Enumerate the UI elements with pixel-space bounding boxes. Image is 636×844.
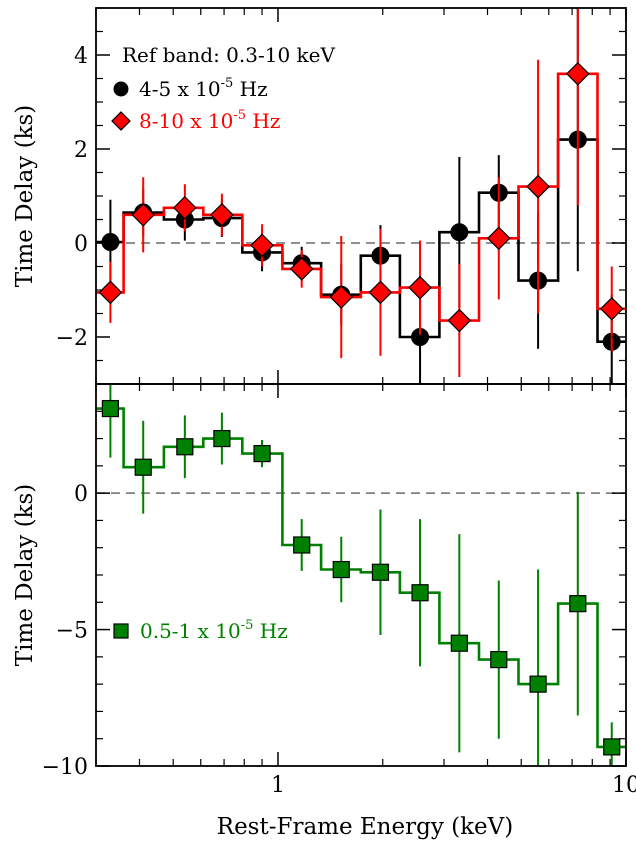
legend-label: 8-10 x 10-5 Hz	[139, 108, 280, 133]
data-point	[210, 202, 234, 227]
data-point	[529, 675, 547, 693]
data-point	[253, 444, 271, 463]
data-point	[293, 536, 311, 554]
legend-marker	[113, 81, 129, 97]
legend-label-base: 4-5 x 10	[139, 77, 221, 101]
bottom-panel: −10 −5 0 1 10 Time Delay (ks) 0.5-1 x 10-5 Hz	[12, 383, 636, 798]
data-point	[450, 223, 469, 242]
legend-label-base: 8-10 x 10	[139, 109, 233, 133]
legend-label-unit: Hz	[246, 109, 280, 133]
data-point	[599, 296, 624, 321]
plot-frame	[95, 383, 627, 767]
data-point	[134, 458, 152, 476]
data-point	[569, 595, 587, 613]
x-tick-label: 1	[271, 773, 285, 798]
legend-marker	[111, 111, 131, 131]
legend-label-exponent: -5	[233, 108, 246, 123]
legend-label: 4-5 x 10-5 Hz	[139, 76, 268, 101]
data-point	[411, 584, 429, 602]
x-tick-label: 10	[612, 773, 636, 798]
series-1	[96, 384, 626, 766]
data-point	[172, 195, 197, 220]
data-point	[332, 560, 350, 579]
data-point	[329, 285, 354, 309]
series-2	[96, 8, 626, 377]
data-point	[490, 650, 508, 669]
data-point	[101, 233, 120, 252]
data-point	[450, 634, 468, 652]
data-point	[289, 257, 314, 281]
legend-label-unit: Hz	[233, 77, 267, 101]
data-point	[176, 438, 194, 456]
data-point	[213, 429, 231, 448]
data-point	[447, 308, 472, 333]
data-point	[371, 563, 390, 581]
data-point	[368, 280, 393, 305]
data-point	[526, 174, 550, 199]
data-point	[131, 202, 156, 227]
y-tick-label: −10	[42, 755, 88, 780]
legend-label-exponent: -5	[241, 618, 254, 633]
step-line	[96, 407, 626, 749]
y-tick-label: 2	[74, 138, 88, 163]
y-axis-title: Time Delay (ks)	[12, 484, 38, 667]
data-point	[101, 399, 120, 418]
y-axis-title: Time Delay (ks)	[12, 105, 38, 288]
reference-band-annotation: Ref band: 0.3-10 keV	[122, 43, 335, 67]
legend-label-unit: Hz	[253, 619, 287, 643]
y-tick-label: 4	[74, 44, 88, 69]
legend-marker	[113, 623, 129, 639]
y-tick-label: 0	[74, 482, 88, 507]
y-tick-label: −5	[56, 619, 88, 644]
legend-label-base: 0.5-1 x 10	[140, 619, 241, 643]
legend-label: 0.5-1 x 10-5 Hz	[140, 618, 288, 643]
x-axis-title: Rest-Frame Energy (keV)	[217, 814, 513, 840]
y-tick-label: 0	[74, 232, 88, 257]
top-panel: −2 0 2 4 Time Delay (ks) Ref band: 0.3-10 keV…	[12, 7, 627, 385]
data-point	[486, 226, 511, 251]
data-point	[565, 61, 590, 86]
y-tick-label: −2	[56, 326, 88, 351]
legend-label-exponent: -5	[221, 76, 234, 91]
step-line	[96, 138, 626, 343]
data-point	[603, 738, 621, 756]
data-point	[98, 280, 123, 305]
data-point	[250, 233, 274, 258]
data-point	[408, 275, 432, 300]
